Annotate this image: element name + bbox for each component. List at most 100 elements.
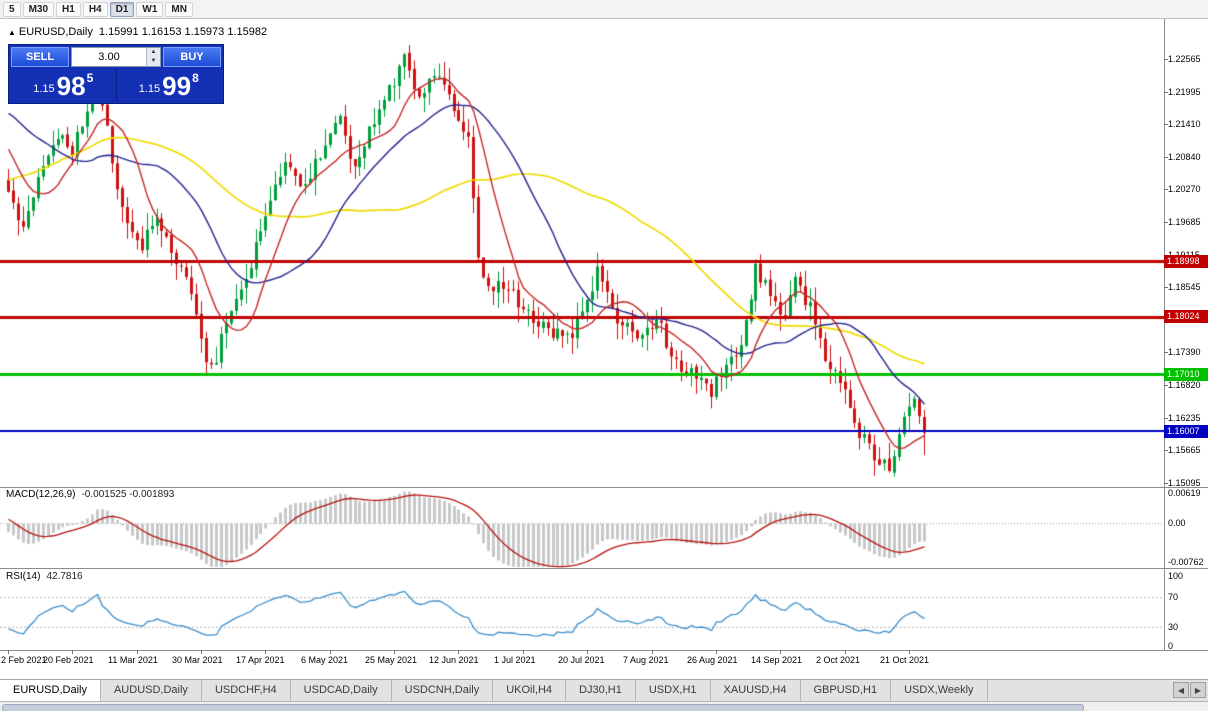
chart-tab-ukoil-h4[interactable]: UKOil,H4 bbox=[493, 680, 567, 701]
chart-tab-dj30-h1[interactable]: DJ30,H1 bbox=[566, 680, 636, 701]
timeframe-button-5[interactable]: 5 bbox=[3, 1, 21, 17]
one-click-toggle-icon[interactable]: ▲ bbox=[8, 28, 16, 37]
chart-tab-xauusd-h4[interactable]: XAUUSD,H4 bbox=[710, 680, 801, 701]
date-axis-tick bbox=[909, 650, 910, 654]
tabs-scroll-right-button[interactable]: ▶ bbox=[1190, 682, 1206, 698]
date-axis-tick bbox=[394, 650, 395, 654]
price-axis-tick bbox=[1164, 418, 1168, 419]
price-axis-label: 1.15665 bbox=[1168, 445, 1201, 455]
chart-tab-usdx-weekly[interactable]: USDX,Weekly bbox=[891, 680, 988, 701]
sell-button[interactable]: SELL bbox=[11, 47, 69, 67]
price-axis-label: 1.16820 bbox=[1168, 380, 1201, 390]
rsi-axis-100: 100 bbox=[1168, 571, 1184, 581]
tabs-scroll-left-button[interactable]: ◀ bbox=[1173, 682, 1189, 698]
one-click-trading-panel: SELL 3.00 ▲ ▼ BUY 1.15 98 5 1.15 99 8 bbox=[8, 44, 224, 104]
macd-name: MACD(12,26,9) bbox=[6, 489, 76, 500]
price-axis-label: 1.20270 bbox=[1168, 184, 1201, 194]
volume-input[interactable]: 3.00 ▲ ▼ bbox=[71, 47, 161, 67]
date-axis-tick bbox=[201, 650, 202, 654]
price-axis-label: 1.18545 bbox=[1168, 282, 1201, 292]
chart-tab-gbpusd-h1[interactable]: GBPUSD,H1 bbox=[800, 680, 892, 701]
price-axis-tick bbox=[1164, 352, 1168, 353]
sell-price-main: 98 bbox=[56, 71, 86, 101]
date-axis-label: 20 Jul 2021 bbox=[558, 655, 605, 665]
price-axis-border bbox=[1164, 19, 1165, 650]
date-axis-tick bbox=[8, 650, 9, 654]
timeframe-button-mn[interactable]: MN bbox=[165, 1, 193, 17]
timeframe-button-h1[interactable]: H1 bbox=[56, 1, 81, 17]
hline-price-tag: 1.18024 bbox=[1164, 310, 1208, 323]
price-axis-tick bbox=[1164, 222, 1168, 223]
rsi-label: RSI(14) 42.7816 bbox=[6, 571, 83, 582]
timeframe-button-m30[interactable]: M30 bbox=[22, 1, 55, 17]
macd-label: MACD(12,26,9) -0.001525 -0.001893 bbox=[6, 489, 174, 500]
price-axis-tick bbox=[1164, 450, 1168, 451]
date-axis-label: 2 Feb 2021 bbox=[1, 655, 47, 665]
volume-down-icon[interactable]: ▼ bbox=[147, 57, 160, 66]
chart-tab-eurusd-daily[interactable]: EURUSD,Daily bbox=[0, 680, 101, 701]
panel-separator bbox=[0, 487, 1208, 488]
timeframe-button-d1[interactable]: D1 bbox=[109, 1, 135, 17]
date-axis-tick bbox=[265, 650, 266, 654]
date-axis-tick bbox=[652, 650, 653, 654]
chart-tabs: EURUSD,Daily AUDUSD,Daily USDCHF,H4 USDCAD,… bbox=[0, 680, 1208, 701]
date-axis-label: 1 Jul 2021 bbox=[494, 655, 536, 665]
tabs-scroll-controls: ◀ ▶ bbox=[1173, 682, 1206, 698]
timeframe-button-w1[interactable]: W1 bbox=[136, 1, 164, 17]
panel-separator bbox=[0, 650, 1208, 651]
price-axis-label: 1.20840 bbox=[1168, 152, 1201, 162]
date-axis-label: 17 Apr 2021 bbox=[236, 655, 285, 665]
macd-axis-zero: 0.00 bbox=[1168, 518, 1186, 528]
sell-price-point: 5 bbox=[86, 71, 94, 85]
date-axis-tick bbox=[845, 650, 846, 654]
date-axis-label: 26 Aug 2021 bbox=[687, 655, 738, 665]
macd-values: -0.001525 -0.001893 bbox=[81, 489, 175, 500]
date-axis-tick bbox=[523, 650, 524, 654]
buy-price-main: 99 bbox=[162, 71, 192, 101]
chart-tab-usdx-h1[interactable]: USDX,H1 bbox=[635, 680, 711, 701]
timeframe-toolbar: 5 M30 H1 H4 D1 W1 MN bbox=[0, 0, 1208, 19]
rsi-canvas[interactable] bbox=[0, 569, 1164, 650]
horizontal-scrollbar[interactable] bbox=[0, 701, 1208, 711]
date-axis-label: 30 Mar 2021 bbox=[172, 655, 223, 665]
buy-button[interactable]: BUY bbox=[163, 47, 221, 67]
price-axis-tick bbox=[1164, 287, 1168, 288]
macd-axis-bottom: -0.00762 bbox=[1168, 557, 1204, 567]
date-axis-label: 25 May 2021 bbox=[365, 655, 418, 665]
date-axis-label: 2 Oct 2021 bbox=[816, 655, 861, 665]
rsi-axis-30: 30 bbox=[1168, 622, 1179, 632]
price-axis-tick bbox=[1164, 157, 1168, 158]
timeframe-button-h4[interactable]: H4 bbox=[82, 1, 108, 17]
price-axis-label: 1.17390 bbox=[1168, 347, 1201, 357]
date-axis-label: 7 Aug 2021 bbox=[623, 655, 669, 665]
rsi-axis-0: 0 bbox=[1168, 641, 1174, 651]
chart-tab-usdcnh-daily[interactable]: USDCNH,Daily bbox=[391, 680, 494, 701]
price-axis-tick bbox=[1164, 189, 1168, 190]
date-axis-label: 14 Sep 2021 bbox=[751, 655, 803, 665]
chart-tab-audusd-daily[interactable]: AUDUSD,Daily bbox=[100, 680, 202, 701]
rsi-value: 42.7816 bbox=[46, 571, 83, 582]
date-axis-label: 12 Jun 2021 bbox=[429, 655, 479, 665]
date-axis-tick bbox=[72, 650, 73, 654]
date-axis-tick bbox=[780, 650, 781, 654]
price-axis-label: 1.22565 bbox=[1168, 54, 1201, 64]
scrollbar-thumb[interactable] bbox=[2, 704, 1084, 711]
price-axis-label: 1.21995 bbox=[1168, 87, 1201, 97]
sell-price-display[interactable]: 1.15 98 5 bbox=[11, 69, 116, 101]
hline-price-tag: 1.18998 bbox=[1164, 255, 1208, 268]
date-axis-tick bbox=[330, 650, 331, 654]
chart-tab-usdchf-h4[interactable]: USDCHF,H4 bbox=[201, 680, 291, 701]
volume-up-icon[interactable]: ▲ bbox=[147, 48, 160, 57]
buy-price-prefix: 1.15 bbox=[138, 83, 161, 95]
buy-price-display[interactable]: 1.15 99 8 bbox=[115, 69, 222, 101]
chart-tab-usdcad-daily[interactable]: USDCAD,Daily bbox=[290, 680, 392, 701]
macd-canvas[interactable] bbox=[0, 488, 1164, 568]
hline-price-tag: 1.17010 bbox=[1164, 368, 1208, 381]
price-axis-label: 1.21410 bbox=[1168, 119, 1201, 129]
sell-price-prefix: 1.15 bbox=[33, 83, 55, 95]
rsi-axis-70: 70 bbox=[1168, 592, 1179, 602]
date-axis-tick bbox=[587, 650, 588, 654]
chart-tabs-bar: EURUSD,Daily AUDUSD,Daily USDCHF,H4 USDCAD,… bbox=[0, 679, 1208, 701]
volume-spinner[interactable]: ▲ ▼ bbox=[146, 48, 160, 66]
